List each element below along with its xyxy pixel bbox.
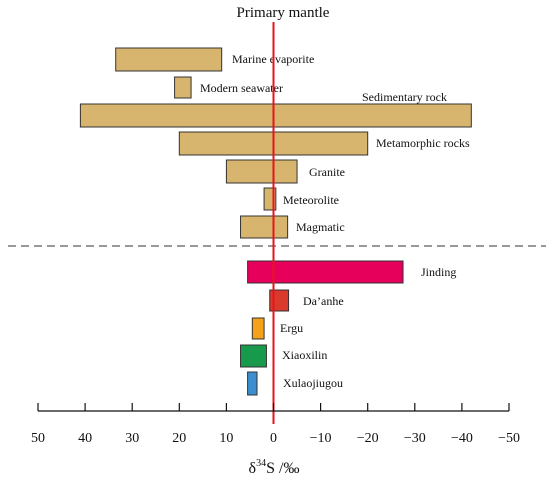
x-tick-label: −30 <box>404 431 426 446</box>
bar-magmatic <box>240 215 289 239</box>
label-metamorphic-rocks: Metamorphic rocks <box>376 136 470 150</box>
x-tick-label: −20 <box>357 431 379 446</box>
chart-title: Primary mantle <box>237 5 330 21</box>
label-magmatic: Magmatic <box>296 220 345 234</box>
label-da-anhe: Da’anhe <box>303 294 344 308</box>
bar-ergu <box>251 317 265 340</box>
label-modern-seawater: Modern seawater <box>200 81 283 95</box>
bar-meteorolite <box>263 187 277 211</box>
label-granite: Granite <box>309 165 345 179</box>
x-axis: 50 40 30 20 10 0 −10 −20 −30 −40 −50 <box>31 403 520 446</box>
x-tick-label: −10 <box>310 431 332 446</box>
bar-xulaojiugou <box>247 371 258 396</box>
x-axis-label-prefix: δ <box>249 460 257 477</box>
label-sedimentary-rock: Sedimentary rock <box>362 90 447 104</box>
label-xiaoxilin: Xiaoxilin <box>282 348 327 362</box>
label-jinding: Jinding <box>421 265 456 279</box>
x-tick-label: −40 <box>451 431 473 446</box>
bar-xiaoxilin <box>240 344 267 368</box>
label-xulaojiugou: Xulaojiugou <box>283 376 343 390</box>
x-tick-label: 0 <box>270 431 277 446</box>
label-ergu: Ergu <box>280 321 303 335</box>
bar-jinding <box>247 260 404 284</box>
label-meteorolite: Meteorolite <box>283 193 339 207</box>
x-axis-label: δ34S /‰ <box>249 458 300 477</box>
x-tick-label: −50 <box>498 431 520 446</box>
x-tick-label: 50 <box>31 431 45 446</box>
x-axis-label-superscript: 34 <box>256 458 266 469</box>
x-tick-label: 30 <box>125 431 139 446</box>
bar-marine-evaporite <box>115 47 223 72</box>
x-tick-label: 40 <box>78 431 92 446</box>
x-tick-label: 20 <box>172 431 186 446</box>
x-axis-label-suffix: S /‰ <box>266 460 299 477</box>
x-tick-label: 10 <box>219 431 233 446</box>
bar-sedimentary-rock <box>79 103 472 128</box>
bar-modern-seawater <box>174 76 192 99</box>
bar-granite <box>225 159 298 184</box>
